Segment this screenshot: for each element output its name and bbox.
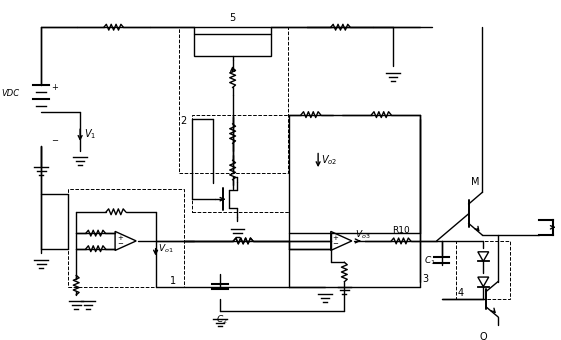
Text: M: M <box>471 176 480 187</box>
Bar <box>192 115 289 212</box>
Text: 5: 5 <box>229 13 236 23</box>
Text: −: − <box>333 241 338 247</box>
Text: −: − <box>117 241 123 247</box>
Text: R10: R10 <box>392 226 410 235</box>
Text: +: + <box>117 235 123 240</box>
Text: $V_{o2}$: $V_{o2}$ <box>321 153 337 167</box>
Bar <box>68 189 184 287</box>
Bar <box>456 241 509 299</box>
Text: 1: 1 <box>169 276 176 286</box>
Text: $V_1$: $V_1$ <box>84 127 96 141</box>
Text: Q: Q <box>480 332 487 340</box>
Text: 3: 3 <box>422 274 428 284</box>
Bar <box>194 34 272 56</box>
Text: VDC: VDC <box>2 89 20 98</box>
Text: +: + <box>333 235 338 240</box>
Text: $V_{o1}$: $V_{o1}$ <box>158 243 173 255</box>
Text: $C_1$: $C_1$ <box>424 254 436 267</box>
Text: 4: 4 <box>458 288 464 298</box>
Text: $V_{o3}$: $V_{o3}$ <box>355 229 370 241</box>
Text: −: − <box>51 136 58 146</box>
Text: 2: 2 <box>181 116 187 126</box>
Text: +: + <box>51 83 58 92</box>
Text: $C_2$: $C_2$ <box>216 313 228 326</box>
Bar <box>289 115 420 287</box>
Bar <box>179 27 288 173</box>
